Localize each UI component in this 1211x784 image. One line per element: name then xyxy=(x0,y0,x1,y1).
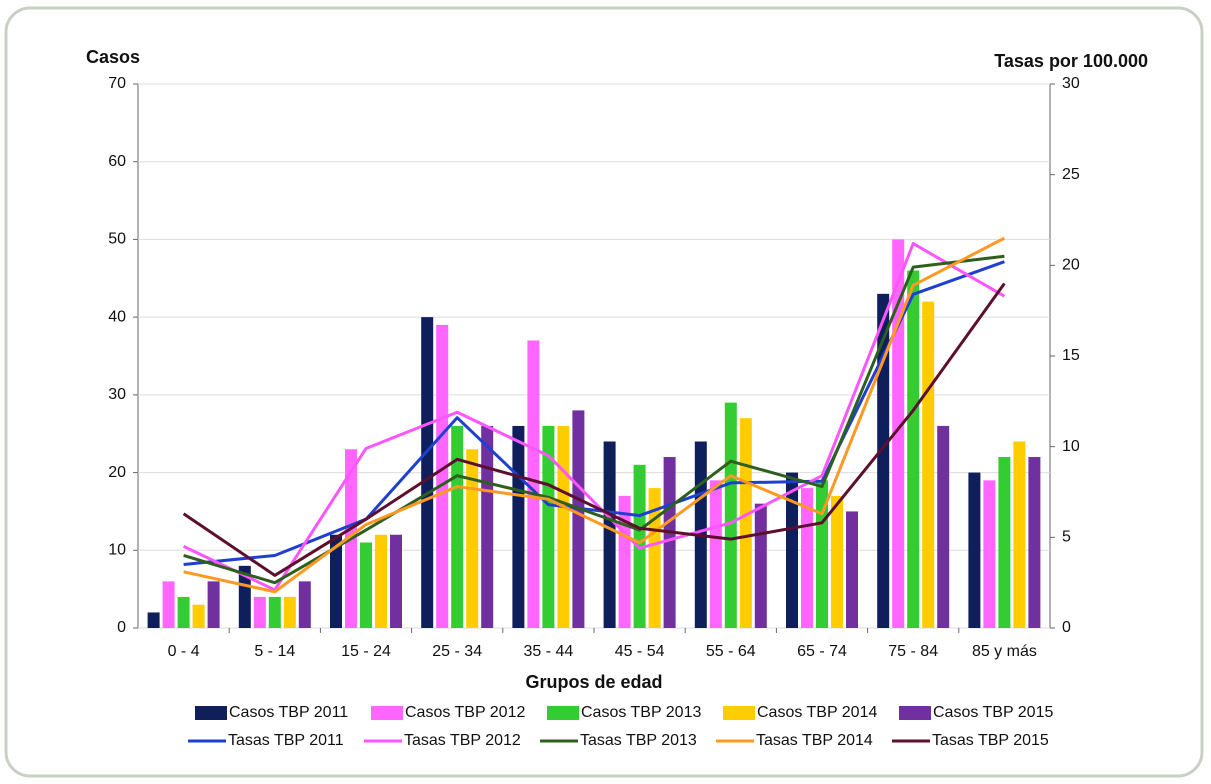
bar xyxy=(451,425,464,628)
y-axis-label: Casos xyxy=(86,47,140,67)
x-tick-label: 25 - 34 xyxy=(432,643,482,660)
y2-tick-label: 25 xyxy=(1062,166,1080,183)
y-tick-label: 50 xyxy=(108,231,126,248)
y2-tick-label: 0 xyxy=(1062,619,1071,636)
y-tick-label: 0 xyxy=(117,619,126,636)
legend-label: Casos TBP 2015 xyxy=(933,704,1053,721)
bar xyxy=(724,402,737,628)
bar xyxy=(147,612,160,628)
bar xyxy=(968,472,981,628)
x-tick-label: 0 - 4 xyxy=(168,643,200,660)
legend-swatch xyxy=(371,706,403,720)
bar xyxy=(542,425,555,628)
y-tick-label: 60 xyxy=(108,153,126,170)
y2-axis-label: Tasas por 100.000 xyxy=(994,51,1148,71)
legend-label: Tasas TBP 2013 xyxy=(580,732,697,749)
bar xyxy=(436,324,449,628)
x-tick-label: 75 - 84 xyxy=(888,643,938,660)
y2-tick-label: 5 xyxy=(1062,529,1071,546)
bar xyxy=(268,596,281,628)
bar xyxy=(937,425,950,628)
y-tick-label: 40 xyxy=(108,308,126,325)
bar xyxy=(298,581,311,628)
line xyxy=(183,260,1005,567)
bar xyxy=(1028,457,1041,628)
bar xyxy=(527,340,540,628)
legend-label: Tasas TBP 2012 xyxy=(404,732,521,749)
bar xyxy=(207,581,220,628)
legend-label: Tasas TBP 2014 xyxy=(756,732,873,749)
bar xyxy=(739,418,752,628)
bar xyxy=(253,596,266,628)
legend-label: Tasas TBP 2015 xyxy=(932,732,1049,749)
bar xyxy=(892,239,905,628)
legend-label: Casos TBP 2014 xyxy=(757,704,877,721)
bar xyxy=(998,457,1011,628)
y2-tick-label: 10 xyxy=(1062,438,1080,455)
bar xyxy=(390,534,402,628)
frame xyxy=(4,6,1204,778)
bar xyxy=(557,425,570,628)
y2-tick-label: 20 xyxy=(1062,257,1080,274)
bar xyxy=(177,596,190,628)
bar xyxy=(162,581,175,628)
bar xyxy=(603,441,616,628)
y-tick-label: 10 xyxy=(108,542,126,559)
x-axis-label: Grupos de edad xyxy=(525,672,662,692)
line xyxy=(182,282,1006,577)
bar xyxy=(421,317,434,628)
bar xyxy=(360,542,372,628)
bar xyxy=(375,534,387,628)
x-tick-label: 85 y más xyxy=(972,643,1037,660)
x-tick-label: 35 - 44 xyxy=(523,643,573,660)
y2-tick-label: 30 xyxy=(1062,75,1080,92)
bar xyxy=(481,425,494,628)
bar xyxy=(283,596,296,628)
bar xyxy=(238,565,251,628)
y-tick-label: 30 xyxy=(108,386,126,403)
line xyxy=(183,236,1006,594)
bar xyxy=(330,534,342,628)
bar xyxy=(572,410,585,628)
bar xyxy=(846,511,858,628)
bar xyxy=(831,495,843,628)
bar xyxy=(907,270,920,628)
bar xyxy=(663,457,676,628)
legend-swatch xyxy=(723,706,755,720)
bar xyxy=(709,480,722,628)
bar xyxy=(466,449,479,628)
bar xyxy=(648,488,661,628)
y2-tick-label: 15 xyxy=(1062,347,1080,364)
bar xyxy=(922,301,935,628)
line xyxy=(182,242,1006,592)
legend-label: Tasas TBP 2011 xyxy=(228,732,344,749)
x-tick-label: 5 - 14 xyxy=(254,643,295,660)
bar xyxy=(192,604,205,628)
legend-swatch xyxy=(547,706,579,720)
y-tick-label: 70 xyxy=(108,75,126,92)
legend-label: Casos TBP 2011 xyxy=(229,704,348,721)
x-tick-label: 15 - 24 xyxy=(341,643,391,660)
y-tick-label: 20 xyxy=(108,464,126,481)
bar xyxy=(1013,441,1026,628)
x-tick-label: 65 - 74 xyxy=(797,643,847,660)
bar xyxy=(877,293,890,628)
bar xyxy=(801,488,813,628)
bar xyxy=(983,480,996,628)
legend-label: Casos TBP 2012 xyxy=(405,704,525,721)
legend-label: Casos TBP 2013 xyxy=(581,704,701,721)
bar xyxy=(512,425,525,628)
bar xyxy=(754,503,767,628)
x-tick-label: 45 - 54 xyxy=(615,643,665,660)
legend-swatch xyxy=(195,706,227,720)
bar xyxy=(786,472,798,628)
x-tick-label: 55 - 64 xyxy=(706,643,756,660)
legend-swatch xyxy=(899,706,931,720)
